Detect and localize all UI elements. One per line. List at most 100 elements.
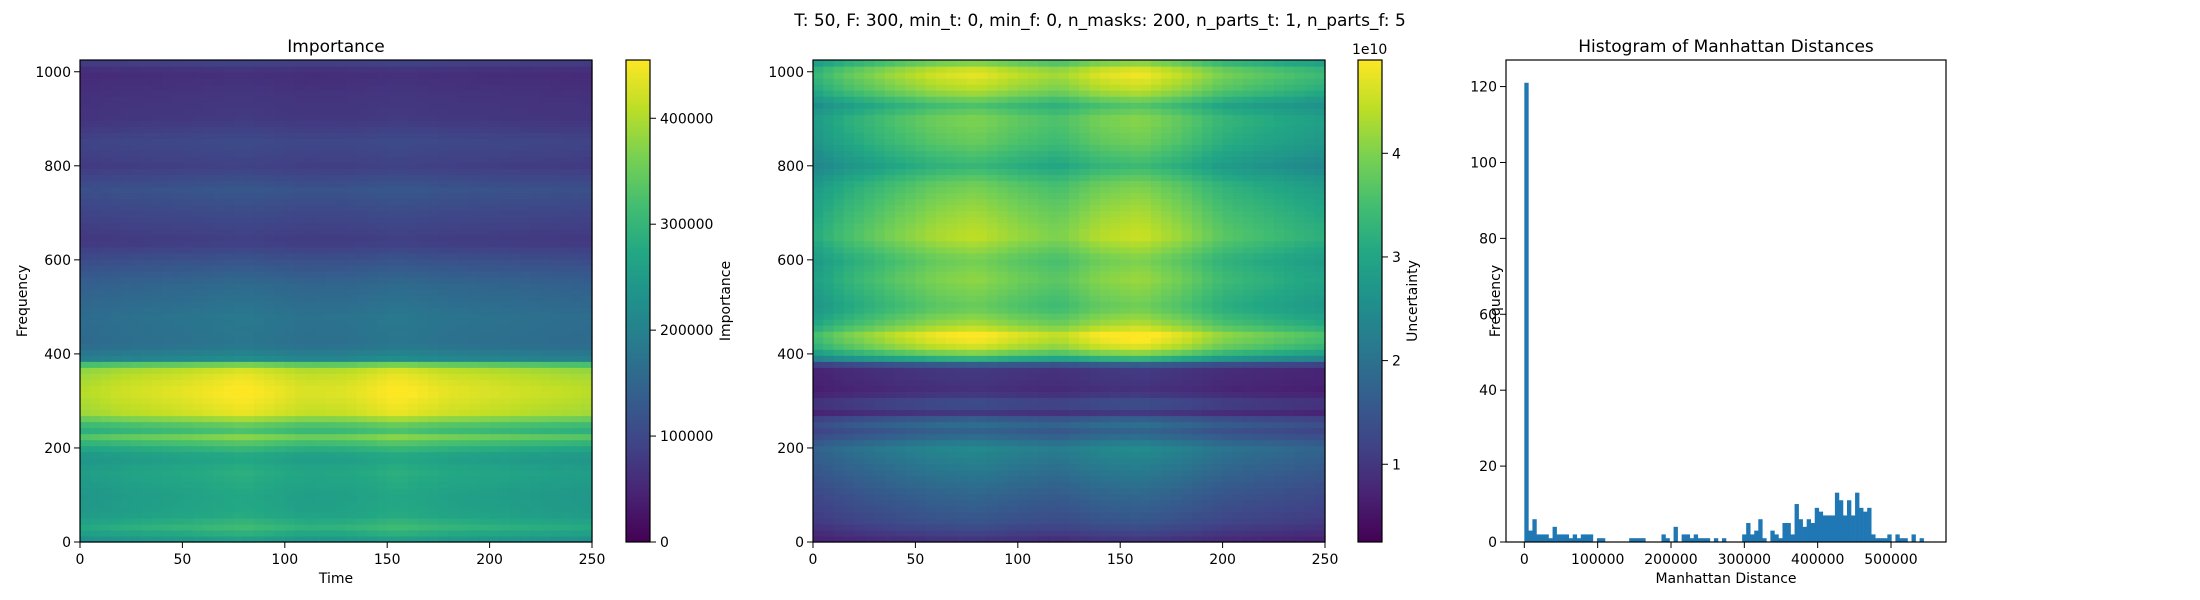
heatmap-cell: [530, 337, 542, 344]
heatmap-cell: [172, 132, 183, 139]
heatmap-cell: [1161, 469, 1172, 477]
heatmap-cell: [110, 421, 122, 429]
heatmap-cell: [823, 493, 835, 501]
heatmap-cell: [956, 529, 968, 537]
heatmap-cell: [233, 186, 245, 194]
heatmap-cell: [284, 240, 296, 248]
heatmap-cell: [305, 397, 317, 405]
heatmap-cell: [151, 252, 163, 260]
heatmap-cell: [417, 288, 429, 296]
heatmap-cell: [336, 367, 347, 374]
heatmap-cell: [1089, 523, 1101, 531]
heatmap-cell: [387, 445, 399, 453]
heatmap-cell: [510, 349, 521, 356]
heatmap-cell: [530, 198, 542, 206]
heatmap-cell: [397, 108, 409, 115]
heatmap-cell: [966, 505, 978, 513]
heatmap-cell: [315, 126, 327, 133]
heatmap-cell: [100, 427, 112, 435]
heatmap-cell: [213, 391, 224, 399]
heatmap-cell: [438, 210, 450, 218]
heatmap-cell: [213, 325, 224, 332]
heatmap-cell: [510, 439, 521, 447]
heatmap-cell: [376, 319, 388, 326]
heatmap-cell: [1069, 481, 1080, 489]
heatmap-cell: [120, 313, 132, 320]
heatmap-cell: [264, 403, 276, 411]
heatmap-cell: [510, 463, 521, 471]
heatmap-cell: [387, 126, 399, 133]
heatmap-cell: [120, 301, 132, 308]
heatmap-cell: [438, 150, 450, 158]
heatmap-cell: [966, 481, 978, 489]
heatmap-cell: [172, 313, 183, 320]
heatmap-cell: [448, 427, 460, 435]
heatmap-cell: [90, 180, 102, 188]
importance-heatmap-image: [80, 60, 593, 543]
heatmap-cell: [561, 349, 573, 356]
heatmap-cell: [417, 186, 429, 194]
heatmap-cell: [366, 379, 378, 386]
heatmap-cell: [448, 60, 460, 67]
heatmap-cell: [479, 144, 491, 151]
heatmap-cell: [376, 457, 388, 465]
heatmap-cell: [581, 156, 593, 164]
heatmap-cell: [376, 505, 388, 513]
heatmap-cell: [417, 72, 429, 79]
heatmap-cell: [489, 337, 501, 344]
heatmap-cell: [172, 180, 183, 188]
heatmap-cell: [243, 138, 255, 145]
heatmap-cell: [120, 517, 132, 525]
heatmap-cell: [202, 204, 214, 212]
heatmap-cell: [813, 445, 824, 453]
heatmap-cell: [438, 475, 450, 483]
heatmap-cell: [581, 282, 593, 290]
heatmap-cell: [540, 337, 552, 344]
heatmap-cell: [274, 505, 286, 513]
heatmap-cell: [1294, 439, 1306, 447]
heatmap-cell: [110, 168, 122, 176]
heatmap-cell: [131, 505, 143, 513]
heatmap-cell: [499, 379, 511, 386]
heatmap-cell: [956, 427, 968, 435]
heatmap-cell: [295, 313, 306, 320]
heatmap-cell: [151, 529, 163, 537]
heatmap-cell: [489, 481, 501, 489]
heatmap-cell: [346, 331, 358, 338]
heatmap-cell: [315, 445, 327, 453]
heatmap-cell: [387, 216, 399, 224]
heatmap-cell: [274, 451, 286, 459]
heatmap-cell: [479, 258, 491, 266]
heatmap-cell: [120, 198, 132, 206]
heatmap-cell: [407, 240, 419, 248]
uncertainty-heatmap-image: [813, 60, 1326, 543]
heatmap-cell: [551, 120, 562, 127]
heatmap-cell: [530, 144, 542, 151]
heatmap-cell: [530, 535, 542, 543]
heatmap-cell: [489, 294, 501, 302]
heatmap-cell: [469, 319, 480, 326]
heatmap-cell: [397, 397, 409, 405]
heatmap-cell: [561, 162, 573, 170]
heatmap-cell: [254, 168, 265, 176]
heatmap-cell: [151, 216, 163, 224]
heatmap-cell: [1222, 451, 1234, 459]
heatmap-cell: [141, 505, 153, 513]
heatmap-cell: [946, 499, 957, 507]
heatmap-cell: [489, 367, 501, 374]
heatmap-cell: [80, 421, 91, 429]
heatmap-cell: [874, 481, 886, 489]
heatmap-cell: [325, 319, 337, 326]
heatmap-cell: [172, 222, 183, 230]
heatmap-cell: [295, 222, 306, 230]
heatmap-cell: [274, 66, 286, 73]
heatmap-cell: [161, 174, 173, 182]
heatmap-cell: [561, 499, 573, 507]
heatmap-cell: [581, 361, 593, 368]
heatmap-cell: [551, 367, 562, 374]
heatmap-cell: [997, 463, 1009, 471]
heatmap-cell: [356, 517, 368, 525]
heatmap-cell: [561, 391, 573, 399]
heatmap-cell: [1058, 529, 1070, 537]
heatmap-cell: [336, 415, 347, 423]
